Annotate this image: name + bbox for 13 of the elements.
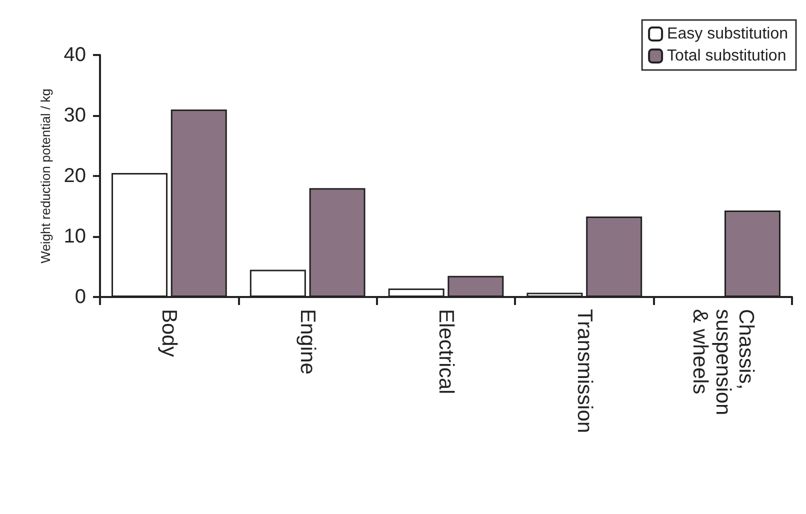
y-tick-label: 20 <box>64 165 86 187</box>
x-tick-label: Body <box>158 309 181 358</box>
x-tick-label: Chassis, suspension & wheels <box>688 309 758 416</box>
y-tick-label: 30 <box>64 104 86 126</box>
y-tick-label: 0 <box>74 286 86 308</box>
x-tick-label: Engine <box>296 309 320 374</box>
y-tick-label: 10 <box>64 226 86 248</box>
legend-label: Total substitution <box>667 48 786 64</box>
legend-label: Easy substitution <box>667 26 788 42</box>
x-tick-label: Electrical <box>434 309 458 394</box>
x-tick-label: Transmission <box>572 309 596 434</box>
y-tick-label: 40 <box>64 44 86 66</box>
y-axis-title: Weight reduction potential / kg <box>38 88 53 264</box>
